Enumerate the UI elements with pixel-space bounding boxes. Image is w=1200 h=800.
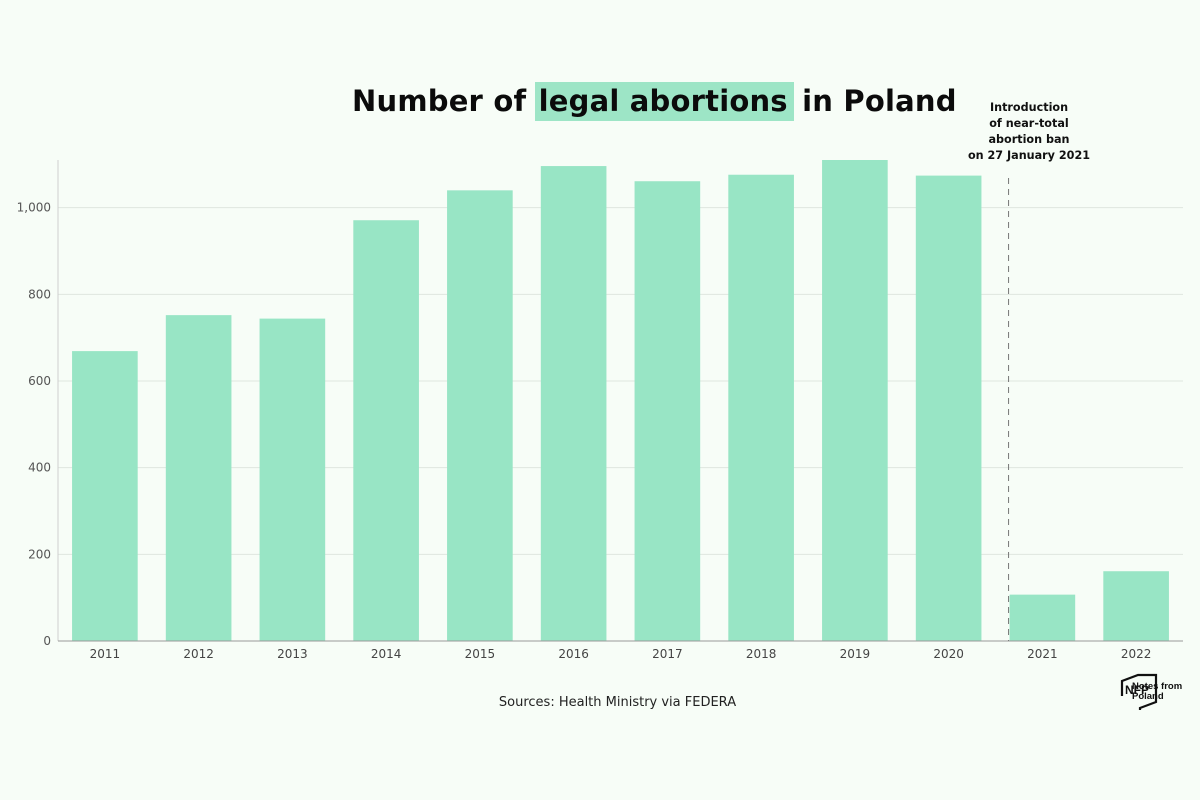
x-tick-label: 2016 <box>558 647 589 661</box>
bar <box>1009 594 1076 641</box>
title-prefix: Number of <box>352 84 527 118</box>
annotation-line: abortion ban <box>988 133 1070 146</box>
source-note: Sources: Health Ministry via FEDERA <box>498 695 737 710</box>
bar <box>447 190 513 642</box>
x-tick-label: 2018 <box>746 647 777 661</box>
x-tick-label: 2022 <box>1121 647 1152 661</box>
x-tick-label: 2013 <box>277 647 308 661</box>
bar <box>540 166 607 642</box>
y-tick-label: 0 <box>43 634 51 648</box>
chart-title: Number of legal abortions in Poland <box>352 82 957 121</box>
logo-mark: NFP <box>1125 683 1149 697</box>
bar <box>915 175 982 641</box>
logo-text-line: Poland <box>1132 691 1164 702</box>
title-suffix: in Poland <box>802 84 957 118</box>
bar <box>822 160 888 641</box>
y-tick-label: 600 <box>28 374 51 388</box>
y-tick-label: 1,000 <box>17 201 51 215</box>
y-tick-label: 800 <box>28 287 51 301</box>
annotation-line: of near-total <box>989 117 1069 130</box>
logo-text: Notes from Poland <box>1132 682 1182 702</box>
y-tick-label: 400 <box>28 461 51 475</box>
x-tick-label: 2012 <box>183 647 214 661</box>
bar <box>165 315 232 641</box>
bar <box>72 351 138 641</box>
x-tick-label: 2021 <box>1027 647 1058 661</box>
bar <box>728 174 794 641</box>
y-tick-label: 200 <box>28 547 51 561</box>
title-highlight: legal abortions <box>534 82 794 121</box>
bar <box>1103 571 1169 641</box>
x-tick-label: 2011 <box>90 647 121 661</box>
bar <box>634 181 701 641</box>
x-tick-label: 2014 <box>371 647 402 661</box>
annotation-line: Introduction <box>989 101 1069 114</box>
x-tick-label: 2019 <box>840 647 871 661</box>
x-tick-label: 2015 <box>465 647 496 661</box>
annotation-line: on 27 January 2021 <box>967 149 1091 162</box>
nfp-logo: NFP <box>1120 673 1158 710</box>
logo-text-line: Notes from <box>1132 681 1183 692</box>
x-tick-label: 2017 <box>652 647 683 661</box>
bar <box>259 318 326 641</box>
ban-annotation: Introduction of near-total abortion ban … <box>966 100 1092 164</box>
bar <box>353 220 419 641</box>
x-tick-label: 2020 <box>933 647 964 661</box>
